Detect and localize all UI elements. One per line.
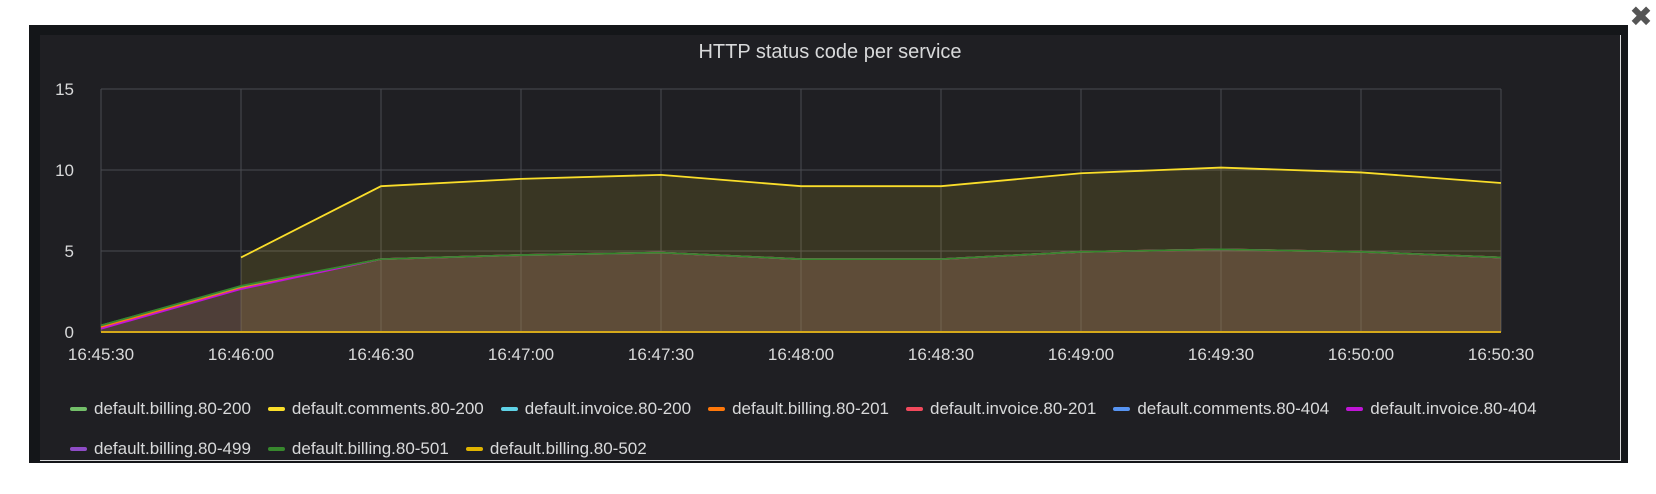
legend-item[interactable]: default.billing.80-502 [465,438,647,460]
legend-label: default.comments.80-404 [1137,399,1330,418]
graph-panel: HTTP status code per service 0 5 10 15 16:45… [40,35,1621,461]
legend-swatch [267,447,285,451]
series-area-default.billing.80-501 [101,249,1501,332]
x-tick-label: 16:49:00 [1048,345,1114,364]
legend-item[interactable]: default.billing.80-200 [70,398,251,420]
legend-swatch [906,407,923,411]
x-tick-label: 16:48:00 [768,345,834,364]
y-tick-label: 15 [55,80,74,99]
legend-swatch [1113,407,1131,411]
legend-item[interactable]: default.comments.80-404 [1113,398,1329,420]
legend-item[interactable]: default.billing.80-201 [708,398,889,420]
legend-label: default.invoice.80-201 [930,399,1097,418]
x-tick-label: 16:45:30 [68,345,134,364]
legend-swatch [500,407,518,411]
x-tick-label: 16:46:30 [348,345,414,364]
x-tick-label: 16:46:00 [208,345,274,364]
series-area-default.invoice.80-404 [101,249,1501,332]
series-area-default.comments.80-200 [241,167,1501,332]
legend-swatch [70,407,87,411]
legend-label: default.billing.80-201 [732,399,889,418]
legend-swatch [708,407,726,411]
legend-swatch [1346,407,1364,411]
legend-item[interactable]: default.invoice.80-200 [500,398,692,420]
legend-item[interactable]: default.invoice.80-404 [1346,398,1537,420]
x-tick-label: 16:50:00 [1328,345,1394,364]
series-area-default.billing.80-201 [101,249,1501,332]
legend-label: default.billing.80-499 [94,439,251,458]
y-tick-label: 5 [65,242,74,261]
legend-swatch [267,407,285,411]
close-icon[interactable]: ✖ [1629,1,1653,32]
legend-label: default.comments.80-200 [291,399,484,418]
legend-item[interactable]: default.billing.80-499 [70,438,251,460]
legend-label: default.billing.80-502 [489,439,647,458]
legend-label: default.billing.80-200 [94,399,251,418]
series-line-default.comments.80-200 [240,166,1502,259]
x-tick-label: 16:47:30 [628,345,694,364]
chart-plot-area: 0 5 10 15 16:45:30 16:46:00 16:46:30 16:47:00 16… [55,80,1534,364]
y-tick-label: 10 [55,161,74,180]
x-tick-label: 16:47:00 [488,345,554,364]
legend-item[interactable]: default.billing.80-501 [267,438,449,460]
panel-title: HTTP status code per service [698,41,962,63]
legend-item[interactable]: default.comments.80-200 [267,398,484,420]
y-tick-label: 0 [65,323,74,342]
legend-label: default.invoice.80-404 [1370,399,1537,418]
x-tick-label: 16:48:30 [908,345,974,364]
legend-item[interactable]: default.invoice.80-201 [906,398,1096,420]
chart-legend: default.billing.80-200 default.comments.8… [70,398,1620,460]
series-line-default.billing.80-501 [100,248,1502,327]
legend-swatch [465,447,483,451]
legend-label: default.billing.80-501 [291,439,449,458]
x-tick-label: 16:50:30 [1468,345,1534,364]
series-area-default.billing.80-200 [101,249,1501,332]
x-tick-label: 16:49:30 [1188,345,1254,364]
legend-label: default.invoice.80-200 [524,399,692,418]
legend-swatch [70,447,87,451]
